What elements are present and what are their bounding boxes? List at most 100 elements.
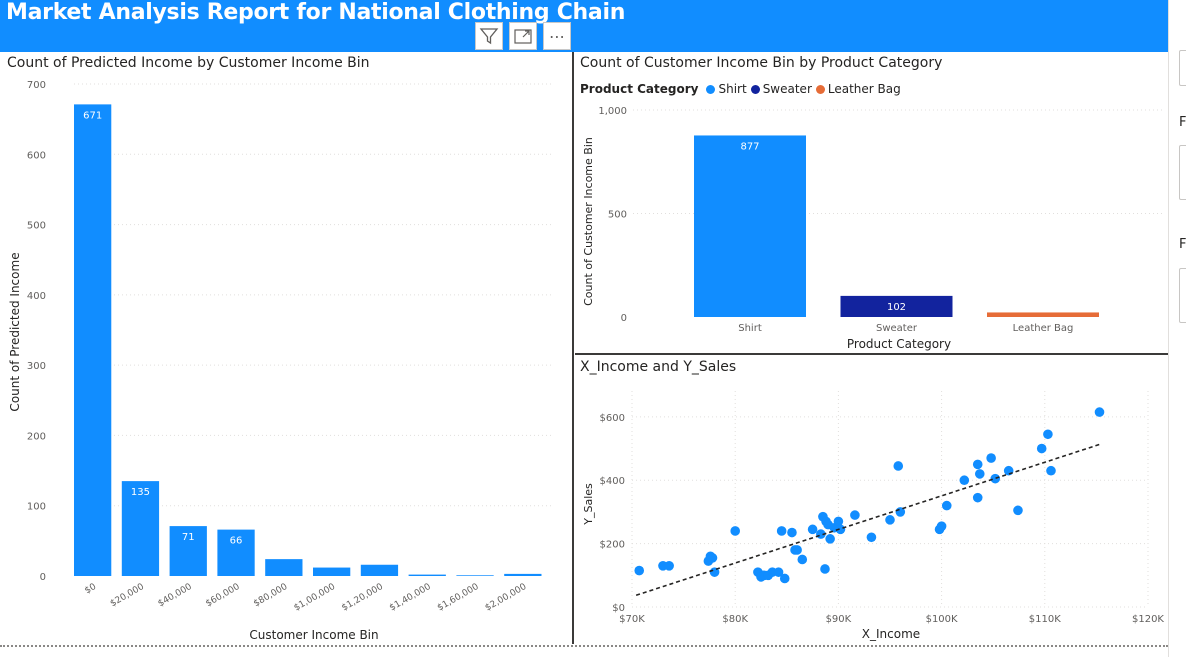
legend-item-leather-bag[interactable]: Leather Bag — [815, 82, 901, 96]
x-tick-label: $90K — [826, 614, 852, 625]
scatter-point — [885, 515, 895, 525]
scatter-point — [972, 459, 983, 470]
product-category-bar-chart: 0 500 1,000 877 Shirt 102 Sweater Leather Bag Pr… — [582, 106, 1165, 351]
data-label: 135 — [131, 487, 150, 498]
scatter-point — [990, 473, 1001, 484]
x-tick-label: $0 — [83, 582, 98, 597]
y-tick-label: 500 — [27, 221, 46, 232]
income-sales-scatter-chart: $0 $200 $400 $600 $70K $80K $90K $100K $110K $120… — [582, 391, 1164, 641]
page-bottom-divider — [0, 645, 1168, 647]
product-category-chart-visual[interactable]: Count of Customer Income Bin by Product … — [575, 52, 1168, 355]
x-tick-label: $40,000 — [157, 582, 194, 609]
bar — [456, 575, 494, 576]
bar — [840, 295, 953, 317]
x-tick-label: $80,000 — [252, 582, 289, 609]
legend-dot — [815, 84, 825, 94]
filters-pane-edge — [1168, 0, 1186, 657]
income-bin-chart-visual[interactable]: Count of Predicted Income by Customer In… — [2, 52, 574, 644]
y-tick-label: 700 — [27, 80, 46, 91]
scatter-point — [835, 524, 846, 535]
y-axis-title: Count of Customer Income Bin — [582, 137, 595, 306]
y-tick-label: 0 — [40, 572, 46, 583]
x-tick-label: $100K — [926, 614, 958, 625]
x-axis-title: X_Income — [862, 627, 920, 641]
report-header: Market Analysis Report for National Clot… — [0, 0, 1168, 52]
y-tick-label: 100 — [27, 502, 46, 513]
filter-card-edge[interactable] — [1179, 145, 1186, 200]
focus-mode-icon — [514, 29, 532, 44]
y-tick-label: 500 — [608, 210, 627, 221]
income-sales-scatter-visual[interactable]: X_Income and Y_Sales $0 $200 $400 $600 $70K $… — [575, 356, 1168, 644]
scatter-point — [797, 554, 808, 565]
data-label: 71 — [182, 532, 195, 543]
filter-pane-label: F — [1179, 237, 1186, 252]
scatter-point — [779, 573, 790, 584]
scatter-point — [730, 526, 740, 536]
more-options-button[interactable]: ⋯ — [543, 22, 571, 50]
chart-title: Count of Predicted Income by Customer In… — [7, 55, 370, 71]
x-tick-label: $80K — [722, 614, 748, 625]
scatter-point — [972, 492, 983, 503]
bar — [360, 564, 399, 576]
x-tick-label: Shirt — [738, 323, 762, 334]
scatter-point — [1036, 443, 1047, 454]
x-tick-label: $1,00,000 — [292, 582, 337, 614]
focus-mode-button[interactable] — [509, 22, 537, 50]
x-tick-label: $1,60,000 — [436, 582, 481, 614]
scatter-point — [893, 461, 904, 471]
y-tick-label: $400 — [600, 476, 625, 487]
data-label: 66 — [230, 536, 243, 547]
bar — [217, 529, 255, 576]
legend-item-sweater[interactable]: Sweater — [750, 82, 812, 96]
legend-title: Product Category — [580, 82, 699, 96]
scatter-point — [1003, 465, 1014, 476]
y-tick-label: $0 — [612, 603, 625, 614]
filter-icon — [479, 28, 499, 45]
bar — [504, 573, 542, 576]
scatter-point — [1013, 505, 1023, 516]
bar — [121, 481, 160, 576]
legend-label: Sweater — [762, 82, 812, 96]
y-tick-label: 0 — [621, 313, 627, 324]
x-tick-label: $70K — [619, 614, 645, 625]
scatter-point — [707, 553, 718, 563]
scatter-point — [634, 565, 645, 576]
chart-legend: Product Category Shirt Sweater Leather B… — [580, 82, 905, 96]
legend-label: Shirt — [718, 82, 747, 96]
y-axis-title: Count of Predicted Income — [8, 252, 22, 411]
scatter-point — [1094, 407, 1105, 417]
scatter-point — [792, 545, 802, 555]
scatter-point — [664, 561, 674, 571]
scatter-point — [773, 567, 784, 577]
filter-card-edge[interactable] — [1179, 50, 1186, 86]
scatter-point — [936, 521, 947, 531]
filter-button[interactable] — [475, 22, 503, 50]
x-axis-title: Customer Income Bin — [249, 628, 378, 642]
y-tick-label: $600 — [600, 413, 625, 424]
scatter-point — [941, 500, 952, 511]
filter-pane-label: F — [1179, 115, 1186, 130]
y-tick-label: 600 — [27, 150, 46, 161]
x-tick-label: $60,000 — [204, 582, 241, 609]
y-tick-label: $200 — [600, 540, 625, 551]
trend-line — [635, 443, 1102, 597]
data-label: 877 — [740, 141, 759, 152]
bar — [265, 559, 303, 576]
x-tick-label: $20,000 — [109, 582, 146, 609]
x-tick-label: $2,00,000 — [484, 582, 529, 614]
x-tick-label: $1,20,000 — [340, 582, 385, 614]
bar — [408, 574, 446, 576]
bar — [169, 526, 207, 576]
scatter-point — [825, 534, 835, 544]
scatter-point — [1046, 465, 1056, 476]
y-tick-label: 1,000 — [598, 106, 627, 117]
legend-item-shirt[interactable]: Shirt — [706, 82, 747, 96]
scatter-point — [959, 475, 970, 486]
y-tick-label: 300 — [27, 361, 46, 372]
filter-card-edge[interactable] — [1179, 268, 1186, 323]
report-title: Market Analysis Report for National Clot… — [6, 0, 626, 25]
scatter-point — [866, 532, 877, 543]
y-axis-title: Y_Sales — [582, 483, 595, 526]
bar — [313, 567, 351, 576]
scatter-point — [974, 469, 985, 479]
